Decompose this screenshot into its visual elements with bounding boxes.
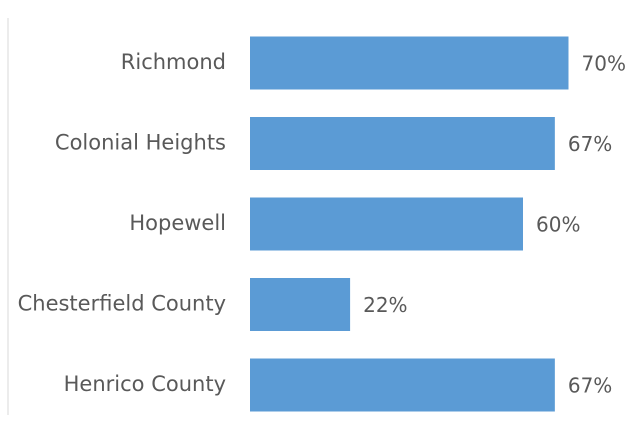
value-label: 70% [582, 52, 626, 76]
category-label: Colonial Heights [55, 131, 226, 155]
bar [250, 36, 569, 90]
value-label: 22% [363, 293, 407, 317]
value-label: 67% [568, 374, 612, 398]
bar [250, 117, 555, 170]
bar [250, 358, 555, 412]
value-label: 60% [536, 213, 580, 237]
bars-group: Richmond 70% Colonial Heights 67% Hopewell 60… [18, 36, 626, 412]
bar [250, 278, 351, 331]
category-label: Richmond [121, 50, 226, 74]
bar [250, 197, 523, 251]
category-label: Henrico County [64, 372, 226, 396]
category-label: Hopewell [129, 211, 226, 235]
value-label: 67% [568, 132, 612, 156]
category-label: Chesterfield County [18, 292, 226, 316]
